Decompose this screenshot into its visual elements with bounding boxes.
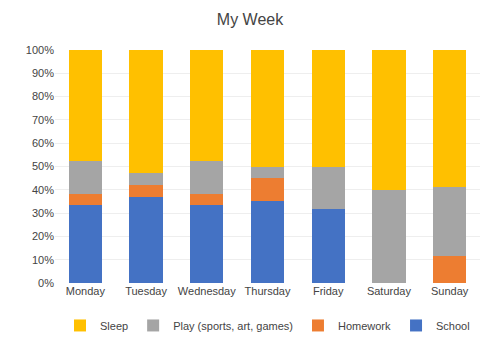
svg-text:40%: 40% xyxy=(32,184,54,196)
svg-text:Tuesday: Tuesday xyxy=(125,285,167,297)
svg-text:100%: 100% xyxy=(26,44,54,56)
svg-text:30%: 30% xyxy=(32,207,54,219)
svg-text:Play (sports, art, games): Play (sports, art, games) xyxy=(173,320,293,332)
svg-text:School: School xyxy=(436,320,470,332)
svg-text:Monday: Monday xyxy=(66,285,106,297)
svg-text:60%: 60% xyxy=(32,137,54,149)
svg-text:My Week: My Week xyxy=(217,11,284,28)
svg-text:80%: 80% xyxy=(32,90,54,102)
svg-text:Sleep: Sleep xyxy=(100,320,128,332)
svg-text:90%: 90% xyxy=(32,67,54,79)
svg-text:0%: 0% xyxy=(38,277,54,289)
svg-text:Homework: Homework xyxy=(338,320,391,332)
svg-text:Sunday: Sunday xyxy=(431,285,469,297)
svg-text:50%: 50% xyxy=(32,160,54,172)
svg-text:Wednesday: Wednesday xyxy=(178,285,236,297)
svg-text:Saturday: Saturday xyxy=(367,285,412,297)
svg-text:Friday: Friday xyxy=(313,285,344,297)
svg-text:20%: 20% xyxy=(32,230,54,242)
svg-text:10%: 10% xyxy=(32,254,54,266)
svg-text:Thursday: Thursday xyxy=(245,285,291,297)
svg-text:70%: 70% xyxy=(32,114,54,126)
